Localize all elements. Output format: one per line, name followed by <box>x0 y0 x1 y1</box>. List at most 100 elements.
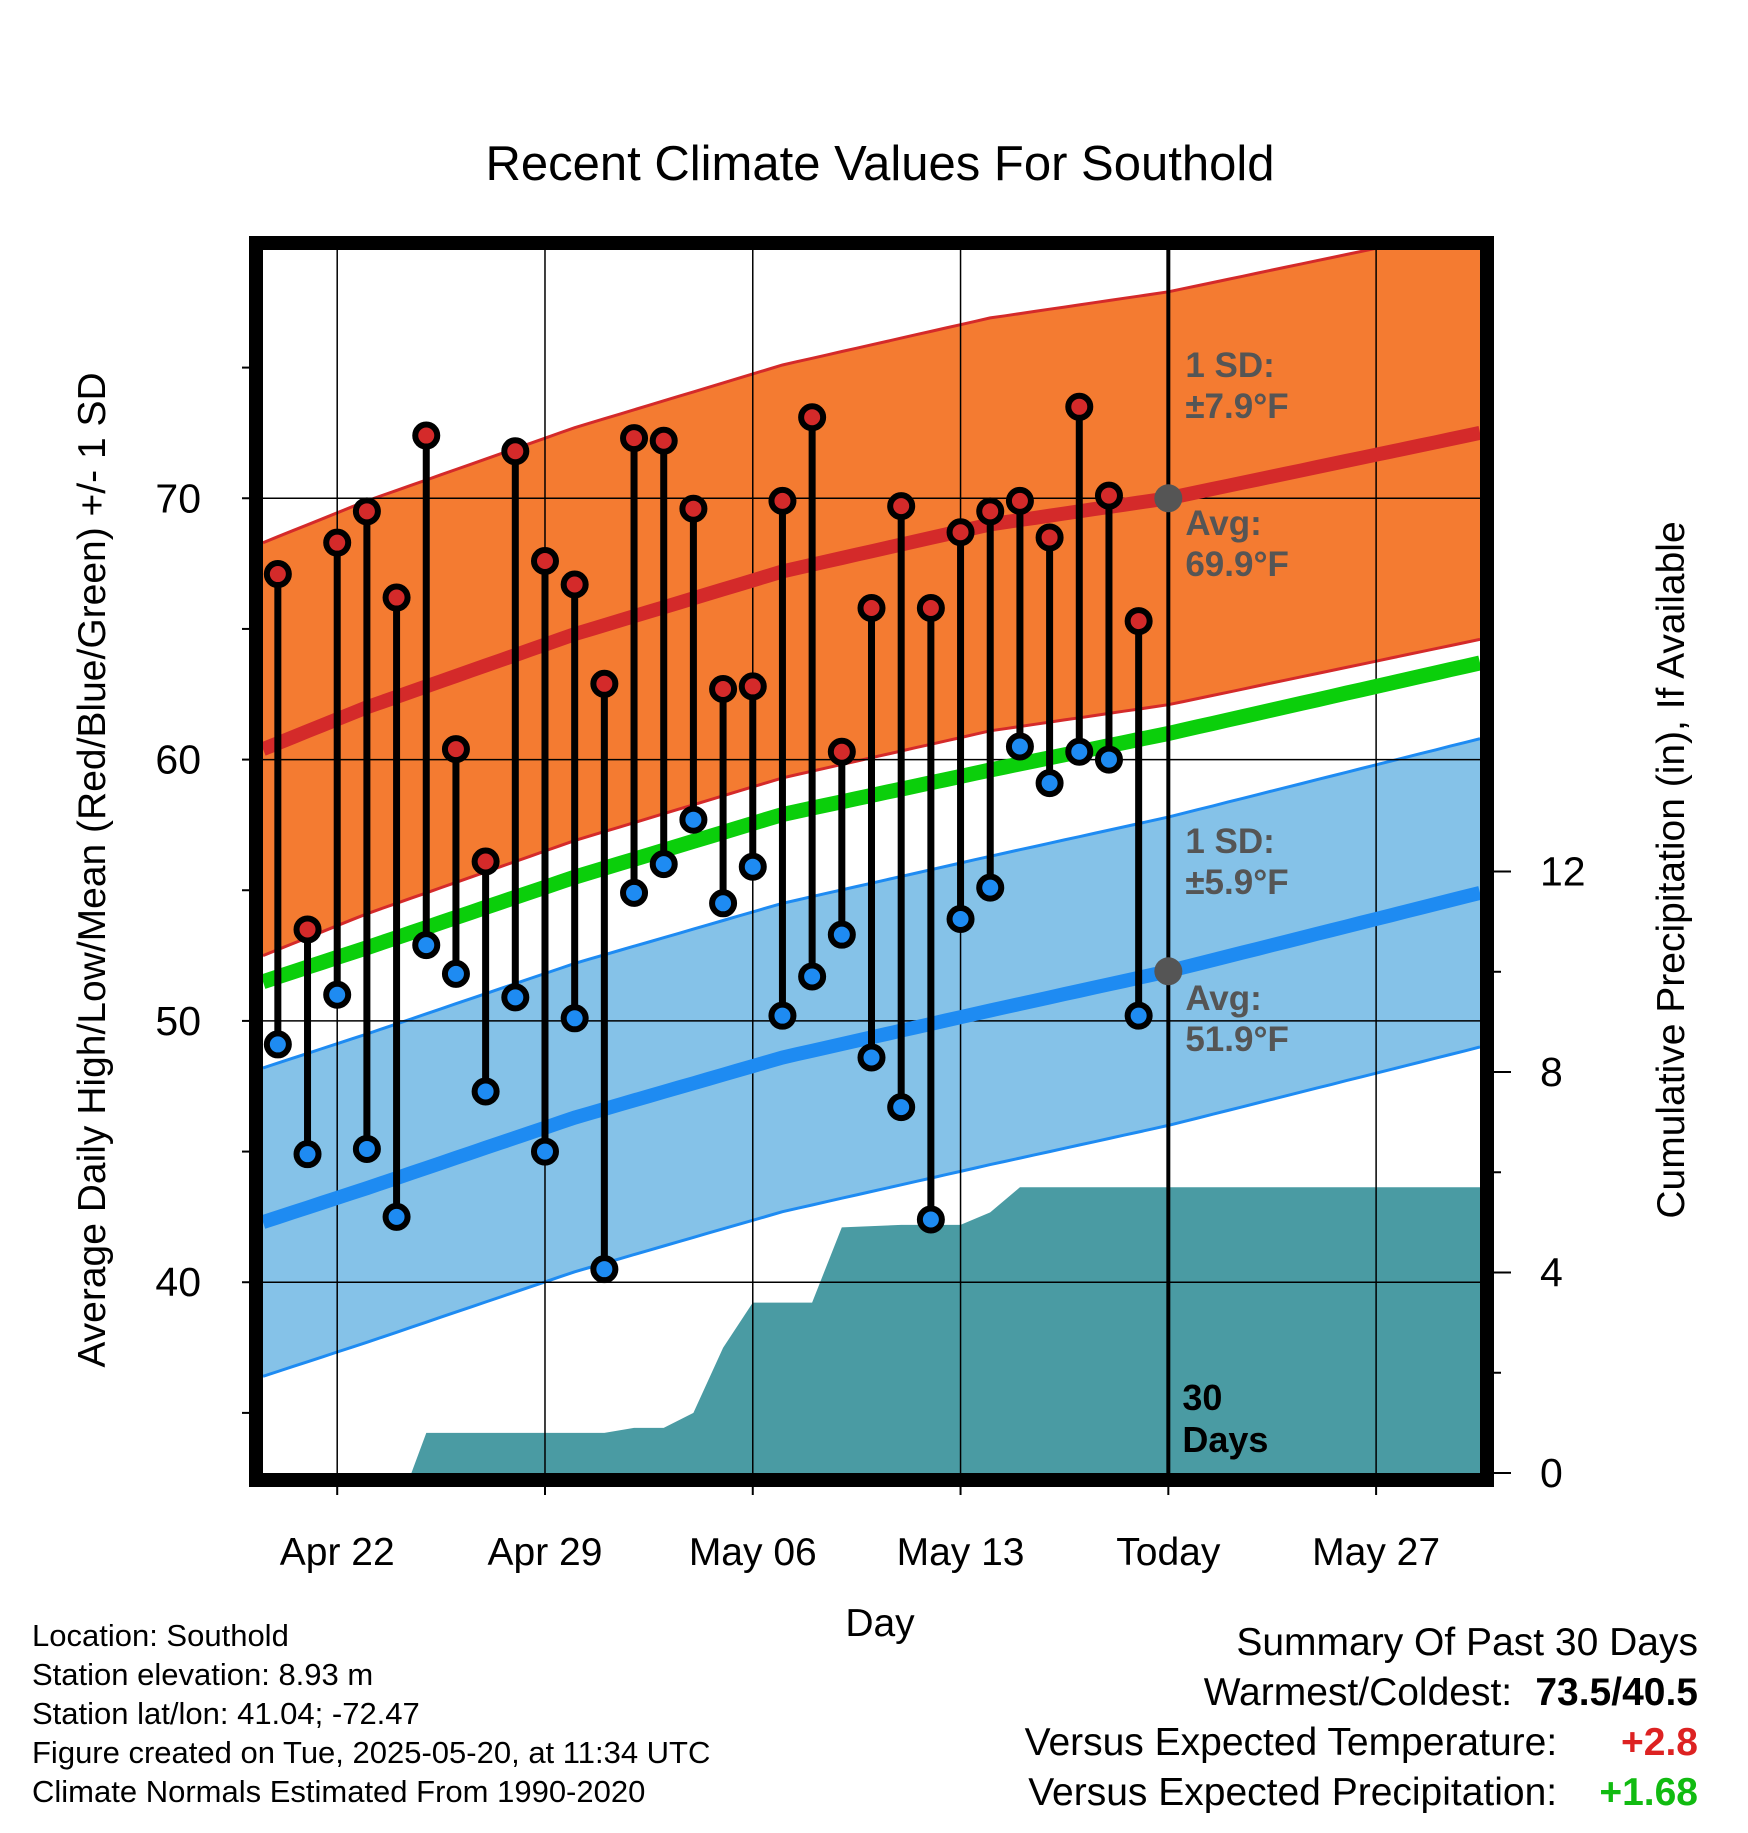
daily-high-point <box>916 594 945 623</box>
daily-low-point <box>323 980 352 1009</box>
daily-high-point <box>1094 481 1123 510</box>
summary-panel: Summary Of Past 30 Days Warmest/Coldest:… <box>1025 1618 1698 1818</box>
daily-high-point <box>1005 486 1034 515</box>
summary-warmest-row: Warmest/Coldest: 73.5/40.5 <box>1025 1668 1698 1718</box>
daily-low-point <box>441 959 470 988</box>
y-right-tick-label: 8 <box>1540 1049 1563 1095</box>
daily-low-point <box>293 1140 322 1169</box>
daily-high-point <box>560 570 589 599</box>
high-avg-label: Avg: <box>1185 504 1261 543</box>
high-sd-upper-line <box>263 250 1376 545</box>
daily-high-point <box>946 518 975 547</box>
daily-low-point <box>1065 737 1094 766</box>
y-axis-right-label: Cumulative Precipitation (in), If Availa… <box>1650 521 1693 1218</box>
low-sd-label: 1 SD: <box>1185 822 1274 861</box>
high-avg-line <box>263 426 1480 756</box>
summary-temp-label: Versus Expected Temperature: <box>1024 1721 1558 1764</box>
y-right-tick-label: 4 <box>1540 1250 1563 1296</box>
low-sd-lower-line <box>263 1045 1480 1378</box>
daily-low-point <box>620 878 649 907</box>
y-right-tick-label: 12 <box>1540 849 1586 895</box>
daily-high-point <box>976 497 1005 526</box>
x-tick-label: May 06 <box>689 1531 817 1574</box>
x-axis-label: Day <box>845 1602 915 1645</box>
summary-precip-row: Versus Expected Precipitation: +1.68 <box>1025 1768 1698 1818</box>
summary-temp-row: Versus Expected Temperature: +2.8 <box>1025 1718 1698 1768</box>
daily-low-point <box>709 889 738 918</box>
daily-high-point <box>471 847 500 876</box>
summary-title: Summary Of Past 30 Days <box>1236 1621 1698 1664</box>
daily-high-point <box>620 424 649 453</box>
x-tick-label: Apr 22 <box>280 1531 395 1574</box>
low-sd-value: ±5.9°F <box>1185 863 1288 902</box>
y-axis-left-label: Average Daily High/Low/Mean (Red/Blue/Gr… <box>71 372 114 1367</box>
daily-high-point <box>1035 523 1064 552</box>
days-text-label: Days <box>1182 1419 1268 1460</box>
station-metadata: Location: Southold Station elevation: 8.… <box>32 1616 710 1811</box>
x-tick-label: Apr 29 <box>488 1531 603 1574</box>
high-avg-value: 69.9°F <box>1185 545 1289 584</box>
normals-text: Climate Normals Estimated From 1990-2020 <box>32 1774 646 1809</box>
daily-high-point <box>857 594 886 623</box>
daily-low-point <box>1035 769 1064 798</box>
chart-title: Recent Climate Values For Southold <box>486 137 1275 191</box>
daily-high-point <box>798 403 827 432</box>
daily-high-point <box>827 737 856 766</box>
daily-high-point <box>738 672 767 701</box>
daily-high-point <box>412 421 441 450</box>
daily-low-point <box>916 1205 945 1234</box>
created-text: Figure created on Tue, 2025-05-20, at 11… <box>32 1735 711 1770</box>
daily-low-point <box>382 1202 411 1231</box>
y-left-tick-label: 70 <box>155 475 201 521</box>
daily-low-point <box>679 805 708 834</box>
y-left-tick-label: 60 <box>155 737 201 783</box>
daily-high-point <box>709 675 738 704</box>
days-count-label: 30 <box>1182 1377 1222 1418</box>
daily-high-point <box>590 669 619 698</box>
daily-high-point <box>263 560 292 589</box>
daily-low-point <box>976 873 1005 902</box>
daily-low-point <box>887 1093 916 1122</box>
daily-high-point <box>649 426 678 455</box>
daily-high-point <box>768 486 797 515</box>
daily-low-point <box>412 931 441 960</box>
y-left-tick-label: 40 <box>155 1259 201 1305</box>
x-tick-label: May 13 <box>897 1531 1025 1574</box>
daily-high-point <box>887 492 916 521</box>
x-tick-label: Today <box>1116 1531 1221 1574</box>
daily-high-point <box>441 735 470 764</box>
daily-high-point <box>1065 392 1094 421</box>
daily-low-point <box>530 1137 559 1166</box>
daily-high-point <box>352 497 381 526</box>
daily-low-point <box>560 1004 589 1033</box>
summary-temp-value: +2.8 <box>1621 1721 1698 1764</box>
precip-area <box>263 1187 1480 1473</box>
daily-low-point <box>352 1134 381 1163</box>
daily-low-point <box>590 1255 619 1284</box>
daily-low-point <box>263 1030 292 1059</box>
daily-low-point <box>827 920 856 949</box>
daily-high-point <box>293 915 322 944</box>
daily-low-point <box>768 1001 797 1030</box>
daily-high-point <box>382 583 411 612</box>
x-tick-label: May 27 <box>1312 1531 1440 1574</box>
today-low-avg-marker <box>1154 957 1183 986</box>
daily-low-point <box>798 962 827 991</box>
summary-warmest-label: Warmest/Coldest: <box>1203 1671 1513 1714</box>
y-right-tick-label: 0 <box>1540 1450 1563 1496</box>
summary-precip-value: +1.68 <box>1599 1771 1698 1814</box>
daily-high-point <box>679 494 708 523</box>
daily-high-point <box>323 528 352 557</box>
daily-low-point <box>501 983 530 1012</box>
latlon-text: Station lat/lon: 41.04; -72.47 <box>32 1696 420 1731</box>
summary-warmest-value: 73.5/40.5 <box>1535 1671 1698 1714</box>
daily-low-point <box>649 850 678 879</box>
daily-low-point <box>738 852 767 881</box>
daily-low-point <box>471 1077 500 1106</box>
daily-high-point <box>1124 607 1153 636</box>
daily-high-point <box>530 546 559 575</box>
daily-high-point <box>501 437 530 466</box>
